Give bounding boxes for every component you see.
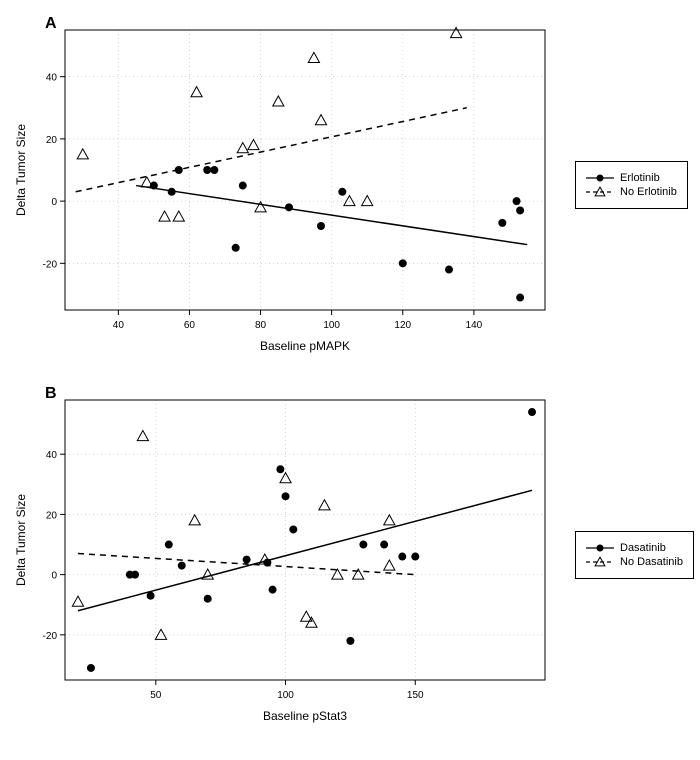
panel-b-svg: 50 100 150 -20 0 20 40 Baseline pStat3 Delta Tum…	[10, 380, 560, 730]
legend-label: No Erlotinib	[620, 186, 677, 198]
legend-item: Dasatinib	[586, 542, 683, 554]
svg-text:100: 100	[277, 690, 294, 701]
legend-marker-icon	[586, 556, 614, 568]
legend-label: Erlotinib	[620, 172, 660, 184]
panel-b-figure: B 50 100 150 -20 0 20 40 Baseline pStat3 Delta T…	[10, 380, 700, 730]
panel-a-legend: Erlotinib No Erlotinib	[575, 161, 688, 209]
panel-a-label: A	[45, 15, 57, 33]
panel-b-legend: Dasatinib No Dasatinib	[575, 531, 694, 579]
svg-text:100: 100	[323, 320, 340, 331]
svg-text:80: 80	[255, 320, 267, 331]
panel-a-svg: 40 60 80 100 120 140 -20 0 20 40 Baseline pMAPK Del…	[10, 10, 560, 360]
svg-text:-20: -20	[43, 259, 58, 270]
svg-text:40: 40	[113, 320, 125, 331]
svg-text:40: 40	[46, 73, 58, 84]
panel-a-plot: A 40 60 80 100 120 140 -20 0 20 40 Baseline pMAPK D…	[10, 10, 560, 360]
legend-item: No Dasatinib	[586, 556, 683, 568]
svg-text:Baseline pStat3: Baseline pStat3	[263, 709, 347, 723]
panel-b-plot: B 50 100 150 -20 0 20 40 Baseline pStat3 Delta T…	[10, 380, 560, 730]
svg-text:Baseline pMAPK: Baseline pMAPK	[260, 339, 350, 353]
legend-marker-icon	[586, 186, 614, 198]
svg-text:40: 40	[46, 450, 58, 461]
svg-text:0: 0	[51, 571, 57, 582]
legend-marker-icon	[586, 172, 614, 184]
svg-text:20: 20	[46, 135, 58, 146]
panel-b-label: B	[45, 385, 57, 403]
svg-text:60: 60	[184, 320, 196, 331]
svg-text:120: 120	[394, 320, 411, 331]
svg-text:-20: -20	[43, 631, 58, 642]
svg-text:150: 150	[407, 690, 424, 701]
svg-text:50: 50	[150, 690, 162, 701]
legend-label: No Dasatinib	[620, 556, 683, 568]
legend-label: Dasatinib	[620, 542, 666, 554]
legend-item: Erlotinib	[586, 172, 677, 184]
legend-marker-icon	[586, 542, 614, 554]
svg-text:Delta Tumor Size: Delta Tumor Size	[14, 124, 28, 216]
svg-text:0: 0	[51, 197, 57, 208]
legend-item: No Erlotinib	[586, 186, 677, 198]
svg-text:140: 140	[466, 320, 483, 331]
svg-text:20: 20	[46, 510, 58, 521]
svg-text:Delta Tumor Size: Delta Tumor Size	[14, 494, 28, 586]
panel-a-figure: A 40 60 80 100 120 140 -20 0 20 40 Baseline pMAPK D…	[10, 10, 700, 360]
